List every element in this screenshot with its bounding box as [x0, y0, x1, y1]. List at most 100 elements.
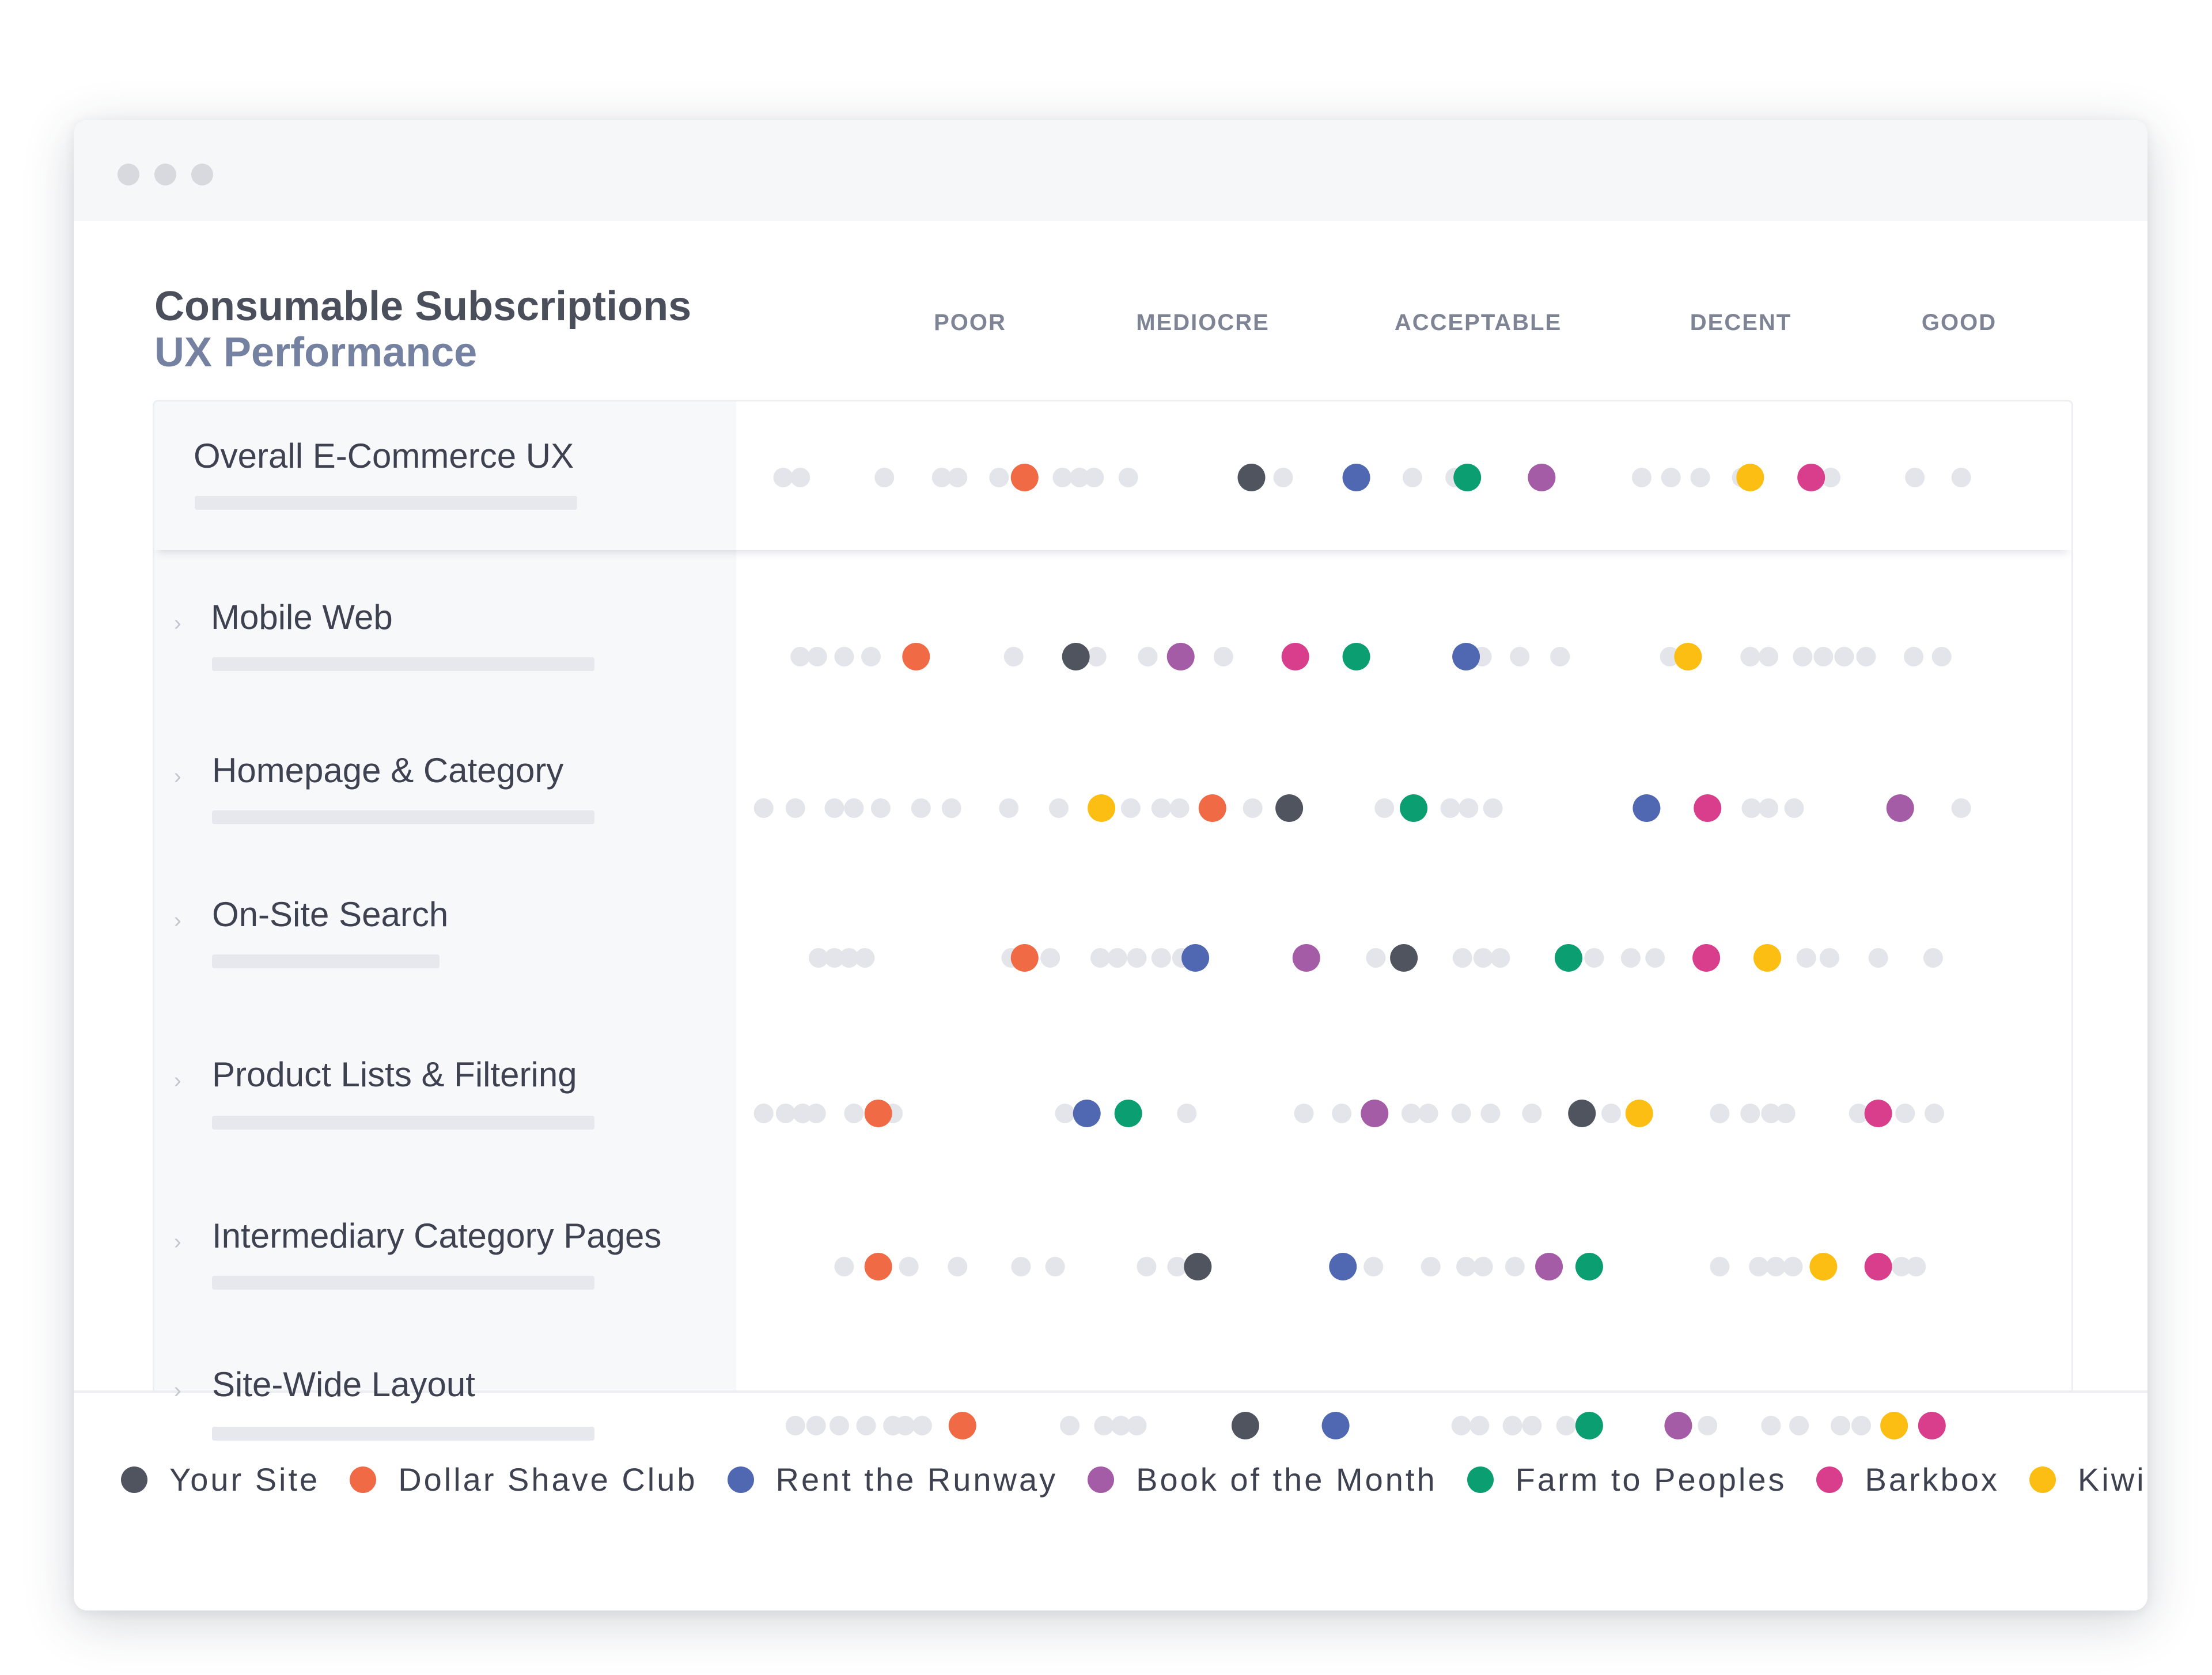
benchmark-dot: [1440, 798, 1460, 818]
score-dot-book-of-the-month[interactable]: [1886, 794, 1914, 822]
score-dot-book-of-the-month[interactable]: [1166, 643, 1195, 670]
benchmark-dot: [1645, 948, 1665, 968]
score-dot-dollar-shave-club[interactable]: [1010, 464, 1039, 491]
benchmark-dot: [1452, 948, 1472, 968]
row-label-on-site-search[interactable]: On-Site Search: [212, 895, 449, 934]
score-dot-your-site[interactable]: [1568, 1100, 1596, 1127]
legend-label: Book of the Month: [1136, 1461, 1437, 1498]
legend-item-farm-to-peoples[interactable]: Farm to Peoples: [1467, 1461, 1787, 1498]
score-dot-rent-the-runway[interactable]: [1633, 794, 1661, 822]
score-dot-barkbox[interactable]: [1692, 944, 1721, 972]
score-dot-barkbox[interactable]: [1864, 1253, 1892, 1280]
score-dot-barkbox[interactable]: [1864, 1100, 1892, 1127]
score-dot-rent-the-runway[interactable]: [1342, 464, 1370, 491]
benchmark-dot: [1120, 798, 1141, 818]
benchmark-dot: [1049, 798, 1069, 818]
score-dot-kiwico[interactable]: [1880, 1412, 1908, 1439]
score-dot-rent-the-runway[interactable]: [1452, 643, 1480, 670]
score-dot-kiwico[interactable]: [1625, 1100, 1653, 1127]
score-dot-farm-to-peoples[interactable]: [1342, 643, 1370, 670]
score-dot-your-site[interactable]: [1275, 794, 1304, 822]
legend-item-kiwico[interactable]: KiwiCo: [2029, 1461, 2147, 1498]
benchmark-dot: [912, 1416, 932, 1435]
benchmark-dot: [1819, 948, 1839, 968]
score-dot-barkbox[interactable]: [1694, 794, 1722, 822]
expand-chevron-icon[interactable]: ›: [174, 1230, 181, 1254]
benchmark-dot: [775, 1104, 796, 1123]
score-dot-dollar-shave-club[interactable]: [1010, 944, 1039, 972]
score-dot-barkbox[interactable]: [1281, 643, 1309, 670]
legend-item-dollar-shave-club[interactable]: Dollar Shave Club: [350, 1461, 697, 1498]
score-dot-kiwico[interactable]: [1753, 944, 1781, 972]
score-dot-farm-to-peoples[interactable]: [1575, 1253, 1603, 1280]
row-label-mobile-web[interactable]: Mobile Web: [211, 598, 393, 636]
score-dot-your-site[interactable]: [1231, 1412, 1259, 1439]
benchmark-dot: [793, 1104, 813, 1123]
row-label-homepage-category[interactable]: Homepage & Category: [212, 751, 564, 790]
score-dot-rent-the-runway[interactable]: [1181, 944, 1210, 972]
score-dot-dollar-shave-club[interactable]: [864, 1100, 892, 1127]
score-dot-barkbox[interactable]: [1918, 1412, 1946, 1439]
benchmark-dot: [1698, 1416, 1718, 1435]
score-dot-book-of-the-month[interactable]: [1528, 464, 1556, 491]
score-dot-barkbox[interactable]: [1797, 464, 1825, 491]
score-dot-kiwico[interactable]: [1736, 464, 1764, 491]
score-dot-kiwico[interactable]: [1088, 794, 1116, 822]
legend-item-book-of-the-month[interactable]: Book of the Month: [1088, 1461, 1437, 1498]
benchmark-dot: [1070, 468, 1090, 487]
benchmark-dot: [1601, 1104, 1622, 1123]
score-dot-farm-to-peoples[interactable]: [1114, 1100, 1142, 1127]
score-dot-book-of-the-month[interactable]: [1664, 1412, 1692, 1439]
benchmark-dot: [1793, 647, 1813, 666]
close-window-dot-icon[interactable]: [118, 164, 139, 185]
benchmark-dot: [1055, 1104, 1075, 1123]
benchmark-dot: [1789, 1416, 1809, 1435]
benchmark-dot: [1060, 1416, 1080, 1435]
row-label-product-lists-filtering[interactable]: Product Lists & Filtering: [212, 1055, 577, 1094]
score-dot-book-of-the-month[interactable]: [1292, 944, 1320, 972]
score-dot-dollar-shave-club[interactable]: [902, 643, 930, 670]
expand-chevron-icon[interactable]: ›: [174, 611, 181, 635]
benchmark-dot: [1418, 1104, 1438, 1123]
expand-chevron-icon[interactable]: ›: [174, 1068, 181, 1093]
benchmark-dot: [1740, 1104, 1760, 1123]
benchmark-dot: [1243, 798, 1263, 818]
row-score-bar: [212, 954, 440, 968]
score-dot-your-site[interactable]: [1184, 1253, 1212, 1280]
score-dot-rent-the-runway[interactable]: [1321, 1412, 1350, 1439]
score-dot-kiwico[interactable]: [1809, 1253, 1838, 1280]
benchmark-dot: [1831, 1416, 1851, 1435]
score-dot-your-site[interactable]: [1062, 643, 1090, 670]
score-dot-book-of-the-month[interactable]: [1361, 1100, 1389, 1127]
score-dot-kiwico[interactable]: [1674, 643, 1702, 670]
score-dot-farm-to-peoples[interactable]: [1400, 794, 1428, 822]
row-label-intermediary-category-pages[interactable]: Intermediary Category Pages: [212, 1217, 662, 1255]
score-dot-your-site[interactable]: [1237, 464, 1266, 491]
benchmark-dot: [1759, 798, 1779, 818]
benchmark-dot: [1151, 948, 1171, 968]
expand-chevron-icon[interactable]: ›: [174, 908, 181, 933]
score-dot-dollar-shave-club[interactable]: [1198, 794, 1226, 822]
score-dot-your-site[interactable]: [1390, 944, 1418, 972]
score-dot-rent-the-runway[interactable]: [1073, 1100, 1101, 1127]
benchmark-dot: [1473, 948, 1493, 968]
score-dot-rent-the-runway[interactable]: [1329, 1253, 1357, 1280]
score-dot-farm-to-peoples[interactable]: [1453, 464, 1482, 491]
score-dot-book-of-the-month[interactable]: [1535, 1253, 1563, 1280]
benchmark-dot: [1761, 1416, 1781, 1435]
score-dot-farm-to-peoples[interactable]: [1554, 944, 1582, 972]
score-dot-dollar-shave-club[interactable]: [864, 1253, 892, 1280]
benchmark-dot: [844, 1104, 864, 1123]
legend-item-barkbox[interactable]: Barkbox: [1816, 1461, 1999, 1498]
expand-chevron-icon[interactable]: ›: [174, 764, 181, 789]
maximize-window-dot-icon[interactable]: [191, 164, 213, 185]
legend-item-rent-the-runway[interactable]: Rent the Runway: [727, 1461, 1058, 1498]
benchmark-dot: [999, 798, 1019, 818]
score-dot-farm-to-peoples[interactable]: [1575, 1412, 1603, 1439]
minimize-window-dot-icon[interactable]: [154, 164, 176, 185]
score-dot-dollar-shave-club[interactable]: [948, 1412, 976, 1439]
expand-chevron-icon[interactable]: ›: [174, 1378, 181, 1403]
legend-label: Barkbox: [1865, 1461, 1999, 1498]
row-label-site-wide-layout[interactable]: Site-Wide Layout: [212, 1365, 475, 1404]
legend-item-your-site[interactable]: Your Site: [121, 1461, 320, 1498]
